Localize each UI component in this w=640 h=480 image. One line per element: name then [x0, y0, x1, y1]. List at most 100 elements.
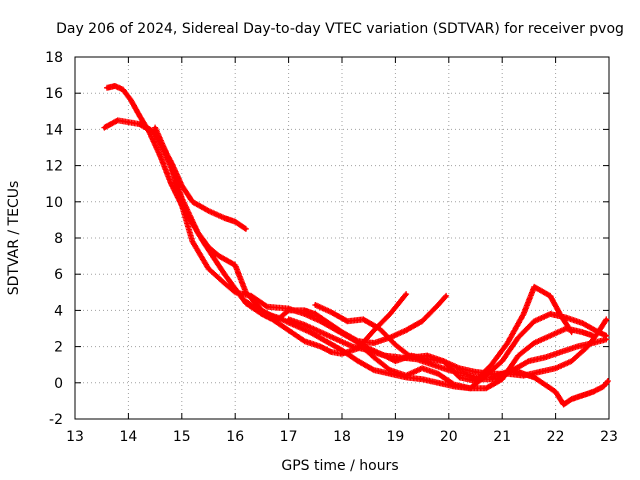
data-point: [303, 339, 307, 343]
data-point: [521, 312, 526, 316]
data-point: [580, 330, 584, 334]
data-point: [137, 113, 141, 117]
data-point: [212, 256, 216, 260]
data-point: [329, 350, 333, 354]
data-point: [356, 341, 360, 345]
data-point: [222, 272, 227, 276]
data-point: [457, 375, 462, 379]
data-point: [606, 379, 610, 383]
x-axis-label: GPS time / hours: [281, 458, 398, 474]
data-point: [463, 372, 467, 376]
data-point: [377, 326, 381, 331]
y-tick-label: 0: [54, 376, 63, 392]
data-point: [521, 372, 526, 376]
data-point: [351, 337, 355, 341]
data-point: [190, 240, 195, 244]
data-point: [570, 330, 574, 334]
data-point: [596, 330, 600, 334]
data-point: [532, 341, 536, 345]
x-tick-label: 18: [333, 429, 351, 445]
data-point: [287, 306, 291, 311]
data-point: [217, 254, 221, 258]
data-point: [180, 183, 184, 188]
data-point: [303, 323, 307, 327]
data-point: [206, 209, 211, 213]
data-point: [404, 328, 408, 332]
data-point: [142, 124, 147, 128]
y-tick-label: 10: [45, 195, 63, 211]
data-point: [233, 263, 237, 267]
data-point: [126, 120, 130, 124]
data-point: [372, 341, 376, 345]
data-point: [351, 345, 355, 349]
y-tick-label: 6: [54, 267, 63, 283]
data-point: [335, 328, 339, 332]
data-point: [324, 339, 328, 343]
x-tick-label: 19: [386, 429, 404, 445]
data-point: [356, 359, 360, 363]
y-tick-label: -2: [49, 412, 63, 428]
data-point: [532, 319, 536, 323]
series-arc-8: [355, 311, 610, 392]
x-tick-label: 16: [226, 429, 244, 445]
data-point: [372, 368, 376, 372]
x-tick-label: 22: [547, 429, 565, 445]
data-point: [420, 377, 424, 381]
data-point: [319, 345, 323, 349]
data-point: [180, 203, 184, 208]
data-point: [388, 368, 392, 372]
data-point: [580, 321, 584, 325]
data-point: [532, 285, 536, 289]
data-point: [580, 393, 584, 398]
data-point: [527, 359, 531, 363]
data-point: [222, 216, 227, 220]
data-point: [532, 375, 536, 379]
data-point: [505, 341, 510, 345]
data-point: [543, 383, 547, 387]
data-point: [190, 200, 195, 204]
data-point: [169, 182, 173, 186]
data-point: [604, 317, 608, 322]
data-point: [383, 354, 387, 358]
data-point: [388, 312, 392, 316]
data-point: [468, 386, 472, 390]
data-point: [548, 334, 552, 338]
data-point: [489, 375, 494, 379]
data-point: [537, 370, 542, 374]
data-point: [196, 230, 200, 235]
data-point: [222, 281, 227, 285]
data-point: [548, 294, 552, 298]
axis-ticks: 13 14 15 16 17 18 19 20 21 22 23 -2 0 2 4 6 8 10 12 14 16 18: [45, 50, 618, 445]
data-point: [393, 359, 397, 363]
data-point: [559, 350, 563, 354]
data-point: [457, 366, 462, 370]
x-tick-label: 21: [493, 429, 511, 445]
data-point: [604, 337, 608, 341]
data-point: [313, 312, 317, 316]
data-point: [591, 390, 595, 394]
y-tick-label: 14: [45, 122, 63, 138]
data-point: [105, 86, 109, 90]
data-point: [516, 354, 520, 358]
data-point: [233, 290, 237, 294]
data-point: [516, 335, 520, 340]
x-tick-label: 23: [600, 429, 618, 445]
data-point: [206, 245, 211, 249]
data-point: [436, 303, 440, 307]
data-point: [473, 370, 478, 374]
data-point: [604, 334, 608, 338]
data-point: [591, 341, 595, 345]
data-point: [287, 328, 291, 332]
data-point: [441, 359, 446, 363]
data-point: [319, 330, 323, 334]
data-point: [361, 317, 365, 322]
data-point: [233, 220, 237, 224]
data-point: [113, 84, 117, 88]
data-point: [372, 328, 376, 332]
data-point: [319, 319, 323, 323]
data-point: [543, 355, 547, 360]
x-tick-label: 20: [440, 429, 458, 445]
data-point: [425, 354, 430, 358]
series-arc-9: [488, 367, 611, 408]
data-point: [345, 319, 349, 323]
